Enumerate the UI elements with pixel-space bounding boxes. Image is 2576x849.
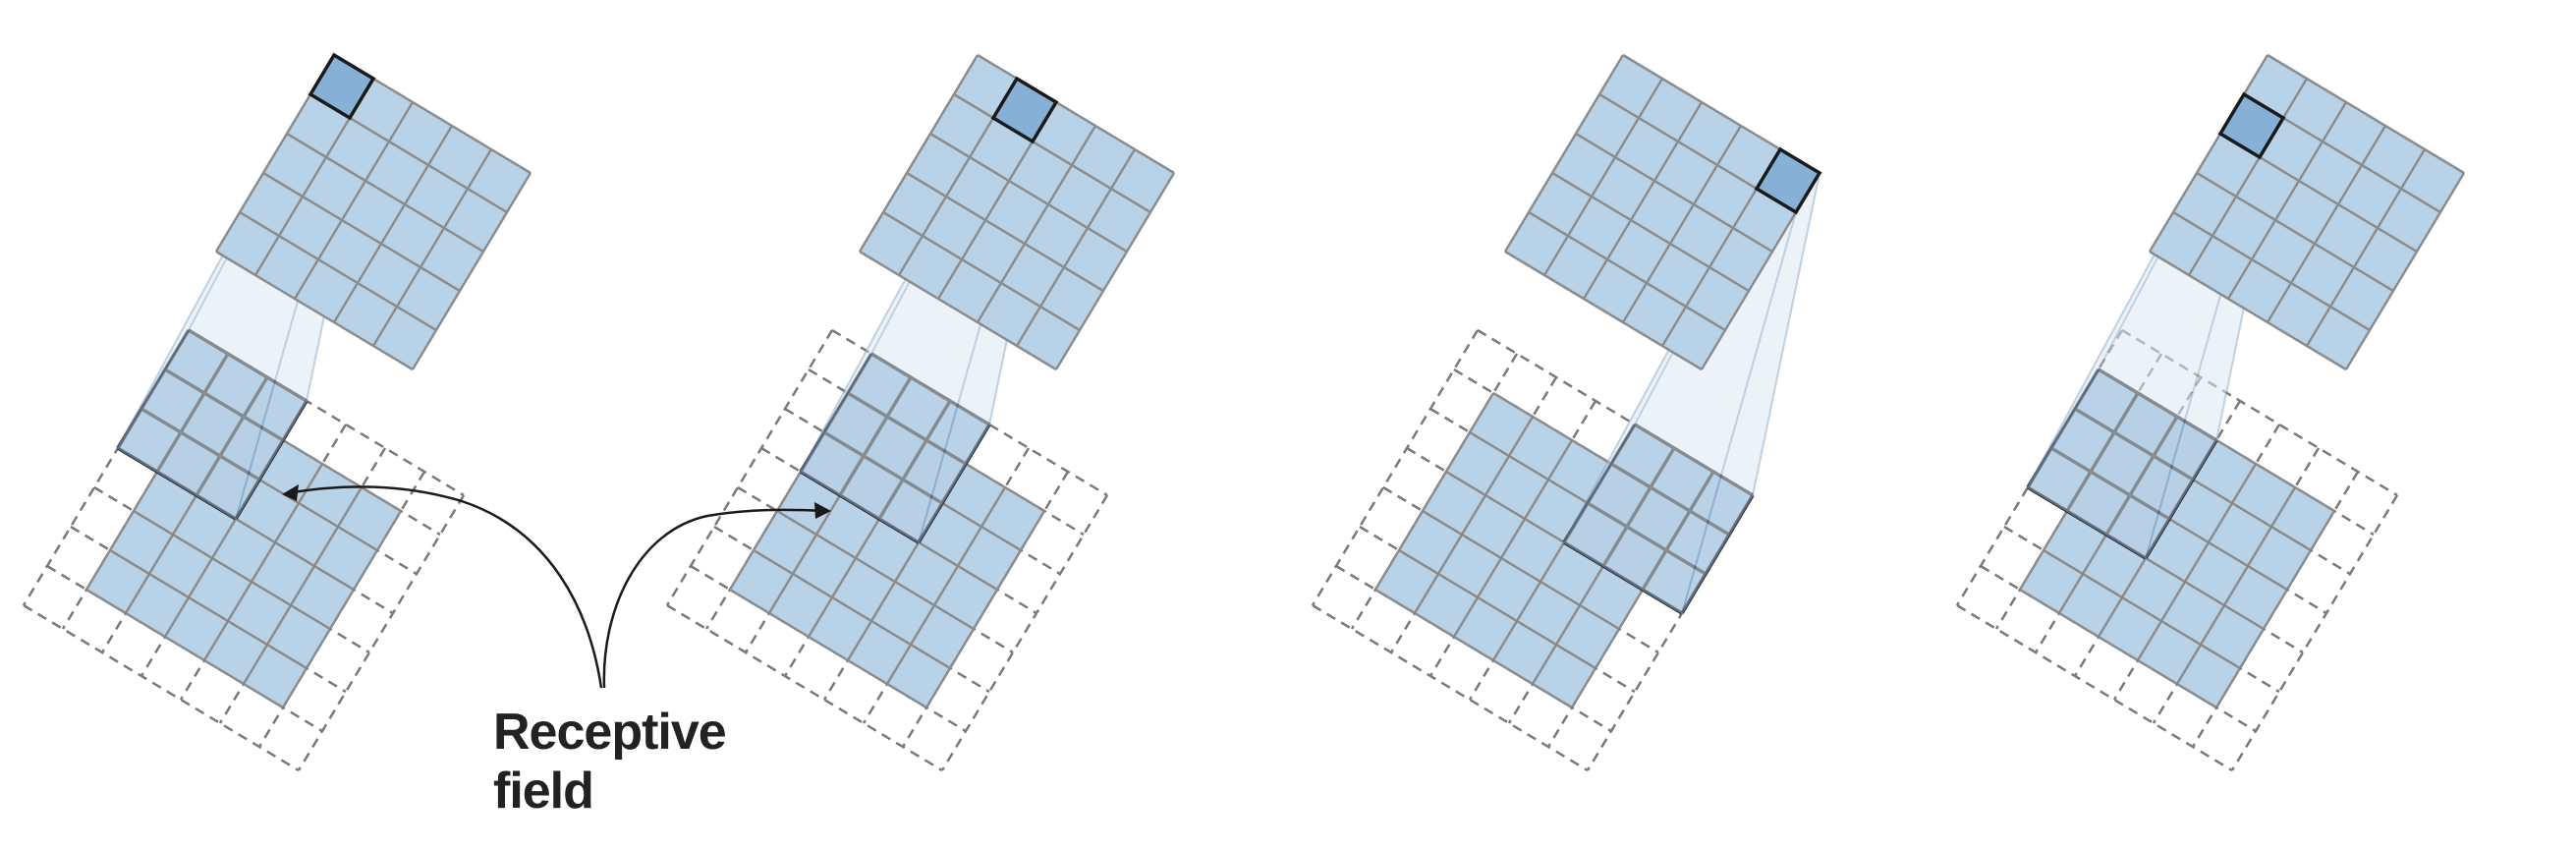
output-grid-row-line <box>1551 171 1750 293</box>
input-grid-row-line <box>85 588 284 709</box>
output-grid <box>858 53 1176 371</box>
output-grid-row-line <box>2149 250 2347 371</box>
output-cell-outline <box>2217 91 2286 160</box>
input-grid-col-line <box>2175 486 2297 685</box>
output-grid-col-line <box>1582 101 1704 300</box>
output-grid-col-line <box>1054 172 1176 370</box>
panel-top-right <box>1311 53 1822 772</box>
convolution-panels <box>22 52 2466 772</box>
padding-grid-col-line <box>940 494 1109 771</box>
output-grid-col-line <box>976 125 1097 323</box>
output-grid-row-line <box>1575 132 1773 254</box>
output-grid-row-line <box>882 210 1081 332</box>
output-grid-col-line <box>2305 148 2427 347</box>
output-cell-outline <box>308 52 376 121</box>
padding-grid-row-line <box>23 603 300 772</box>
output-grid-col-line <box>2226 101 2348 300</box>
input-grid-col-line <box>202 463 324 661</box>
input-grid-row-line <box>776 509 975 631</box>
output-grid-col-line <box>2148 54 2269 253</box>
input-grid-row-line <box>1422 509 1620 631</box>
output-grid-col-line <box>411 172 532 370</box>
output-grid-row-line <box>2196 171 2394 293</box>
input-grid-row-line <box>2043 548 2241 670</box>
input-grid-row-line <box>1398 548 1596 670</box>
annotation-arrowhead-left <box>282 484 299 501</box>
input-grid-row-line <box>109 548 308 670</box>
padding-grid-col-line <box>297 494 466 771</box>
output-grid-row-line <box>859 250 1057 371</box>
annotation-arrowhead-right <box>814 502 831 519</box>
panel-second-row-left <box>1955 53 2466 772</box>
output-grid-col-line <box>2344 172 2466 370</box>
output-grid-row-line <box>1528 210 1726 332</box>
output-grid-row-line <box>1504 250 1703 371</box>
input-grid-row-line <box>1374 588 1573 709</box>
output-grid-col-line <box>1503 54 1625 253</box>
output-grid-row-line <box>239 210 437 332</box>
output-grid-row-line <box>953 92 1151 214</box>
input-grid-row-line <box>2019 588 2217 709</box>
input-grid-col-line <box>2136 463 2258 661</box>
output-grid <box>1503 53 1822 371</box>
output-grid-row-line <box>977 53 1175 175</box>
receptive-field-label-line1: Receptive <box>493 704 726 761</box>
annotation-arrow-right <box>602 508 826 689</box>
output-grid-col-line <box>1015 148 1137 347</box>
output-grid-row-line <box>2172 210 2371 332</box>
receptive-field-annotation: Receptive field <box>282 484 831 820</box>
output-grid-col-line <box>2266 125 2387 323</box>
input-grid-row-line <box>729 588 927 709</box>
output-grid-col-line <box>2187 78 2309 276</box>
padding-grid-col-line <box>2230 494 2399 771</box>
input-grid-col-line <box>242 486 364 685</box>
output-grid-row-line <box>906 171 1104 293</box>
output-grid-row-line <box>929 132 1128 254</box>
output-grid-row-line <box>215 250 414 371</box>
input-grid-col-line <box>885 486 1007 685</box>
output-grid-col-line <box>858 54 980 253</box>
output-grid-row-line <box>2267 53 2465 175</box>
output-grid-fill <box>1505 55 1820 369</box>
receptive-field-label-line2: field <box>493 763 593 820</box>
panel-top-left <box>22 52 532 772</box>
output-cell-outline <box>1754 146 1822 215</box>
panel-top-middle <box>665 53 1176 772</box>
output-grid-col-line <box>332 125 454 323</box>
input-grid-row-line <box>753 548 951 670</box>
annotation-arrow-left <box>286 485 603 689</box>
output-grid-col-line <box>1621 125 1743 323</box>
padding-grid-row-line <box>1956 603 2233 772</box>
input-grid-row-line <box>133 509 331 631</box>
input-grid-col-line <box>1413 416 1535 614</box>
output-cell-outline <box>990 76 1059 144</box>
output-grid-col-line <box>293 101 415 300</box>
padding-grid-col-line <box>1311 329 1480 606</box>
output-grid-row-line <box>262 171 461 293</box>
padding-grid-col-line <box>665 329 834 606</box>
input-grid-col-line <box>281 510 403 708</box>
input-grid-col-line <box>924 510 1046 708</box>
output-grid-row-line <box>286 132 484 254</box>
output-grid-fill <box>860 55 1174 369</box>
input-grid-col-line <box>2214 510 2336 708</box>
output-grid-col-line <box>1542 78 1664 276</box>
input-grid-col-line <box>1373 392 1495 591</box>
input-grid-col-line <box>1452 439 1574 638</box>
output-grid-col-line <box>371 148 493 347</box>
output-grid <box>214 52 532 371</box>
padding-grid-row-line <box>666 603 943 772</box>
padding-grid-row-line <box>1312 603 1589 772</box>
output-grid <box>2148 53 2466 371</box>
output-grid-fill <box>216 55 531 369</box>
